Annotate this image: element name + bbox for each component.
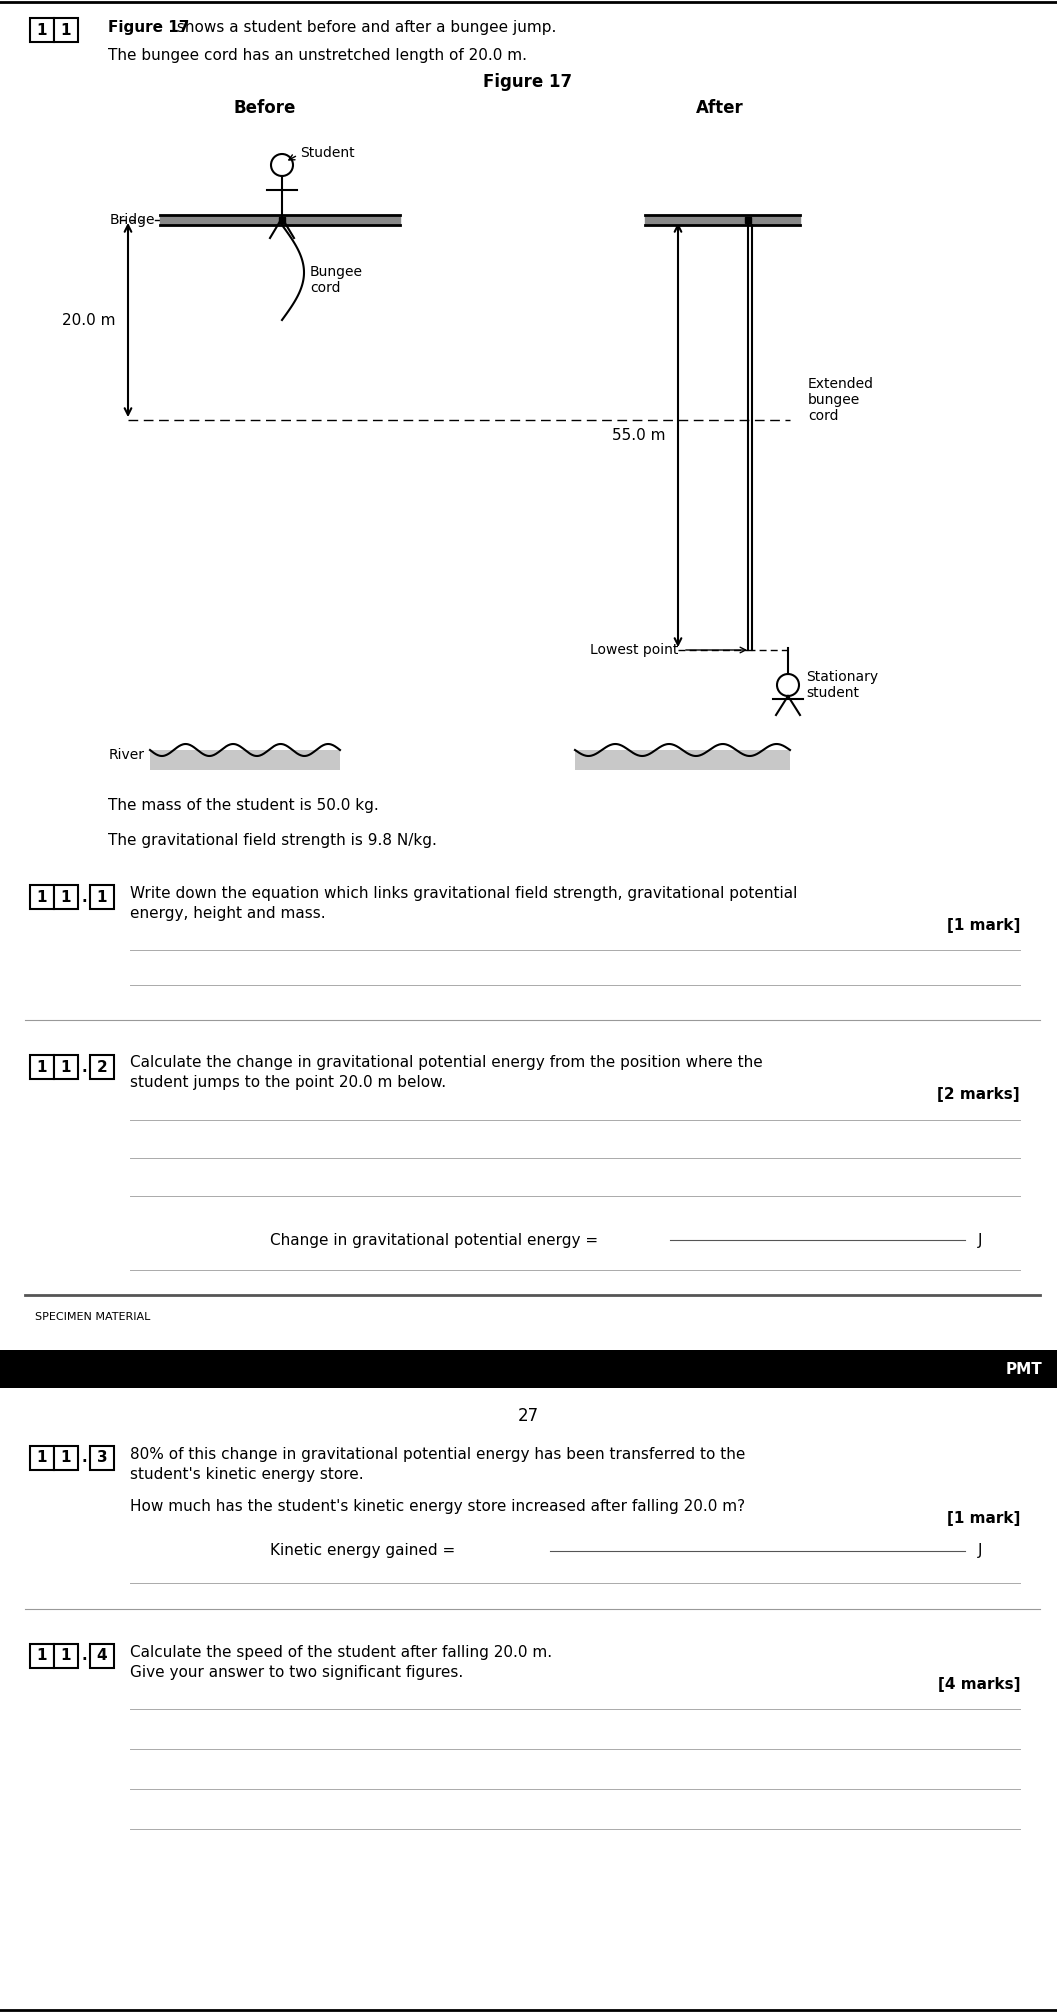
Text: .: . xyxy=(81,1060,87,1074)
Bar xyxy=(54,885,78,909)
Text: 27: 27 xyxy=(518,1406,539,1424)
Text: 1: 1 xyxy=(97,889,107,905)
Text: energy, height and mass.: energy, height and mass. xyxy=(130,905,326,921)
Text: Extended
bungee
cord: Extended bungee cord xyxy=(808,376,874,423)
Text: Write down the equation which links gravitational field strength, gravitational : Write down the equation which links grav… xyxy=(130,885,797,901)
Text: .: . xyxy=(81,889,87,905)
Bar xyxy=(54,18,78,42)
Text: 1: 1 xyxy=(37,1451,48,1465)
Text: 1: 1 xyxy=(37,1060,48,1074)
Text: [4 marks]: [4 marks] xyxy=(938,1676,1020,1692)
Bar xyxy=(575,750,790,771)
Bar xyxy=(90,1644,114,1668)
Text: The bungee cord has an unstretched length of 20.0 m.: The bungee cord has an unstretched lengt… xyxy=(108,48,527,62)
Text: 1: 1 xyxy=(60,1451,71,1465)
Text: River: River xyxy=(109,748,145,763)
Bar xyxy=(0,1388,1057,2012)
Text: Kinetic energy gained =: Kinetic energy gained = xyxy=(270,1543,456,1559)
Text: How much has the student's kinetic energy store increased after falling 20.0 m?: How much has the student's kinetic energ… xyxy=(130,1499,745,1513)
Bar xyxy=(30,1447,54,1471)
Text: student jumps to the point 20.0 m below.: student jumps to the point 20.0 m below. xyxy=(130,1076,446,1091)
Text: 1: 1 xyxy=(37,889,48,905)
Text: Figure 17: Figure 17 xyxy=(108,20,189,34)
Text: student's kinetic energy store.: student's kinetic energy store. xyxy=(130,1467,364,1481)
Bar xyxy=(150,750,340,771)
Text: 1: 1 xyxy=(37,1648,48,1664)
Text: 55.0 m: 55.0 m xyxy=(612,427,666,443)
Text: Bridge: Bridge xyxy=(110,213,155,227)
Text: .: . xyxy=(81,1451,87,1465)
Text: 20.0 m: 20.0 m xyxy=(62,312,116,328)
Text: Before: Before xyxy=(234,99,296,117)
Text: 4: 4 xyxy=(96,1648,108,1664)
Text: Bungee
cord: Bungee cord xyxy=(310,266,363,296)
Text: PMT: PMT xyxy=(1005,1362,1042,1376)
Text: 1: 1 xyxy=(60,22,71,38)
Text: Student: Student xyxy=(300,147,355,161)
Bar xyxy=(90,1054,114,1078)
Text: [1 mark]: [1 mark] xyxy=(947,1511,1020,1525)
Bar xyxy=(0,1350,1057,1388)
Text: Give your answer to two significant figures.: Give your answer to two significant figu… xyxy=(130,1664,463,1680)
Bar xyxy=(54,1054,78,1078)
Text: SPECIMEN MATERIAL: SPECIMEN MATERIAL xyxy=(35,1312,150,1322)
Text: After: After xyxy=(697,99,744,117)
Text: Lowest point: Lowest point xyxy=(590,644,678,658)
Text: Calculate the change in gravitational potential energy from the position where t: Calculate the change in gravitational po… xyxy=(130,1056,763,1070)
Text: 3: 3 xyxy=(96,1451,108,1465)
Bar xyxy=(54,1644,78,1668)
Text: J: J xyxy=(978,1233,983,1247)
Bar xyxy=(30,18,54,42)
Text: 1: 1 xyxy=(60,1060,71,1074)
Text: Calculate the speed of the student after falling 20.0 m.: Calculate the speed of the student after… xyxy=(130,1644,552,1660)
Bar xyxy=(30,1644,54,1668)
Text: 1: 1 xyxy=(60,1648,71,1664)
Text: 2: 2 xyxy=(96,1060,108,1074)
Text: .: . xyxy=(81,1648,87,1664)
Text: [1 mark]: [1 mark] xyxy=(947,917,1020,932)
Text: Change in gravitational potential energy =: Change in gravitational potential energy… xyxy=(270,1233,598,1247)
Bar xyxy=(90,885,114,909)
Text: Figure 17: Figure 17 xyxy=(483,72,573,91)
Bar xyxy=(54,1447,78,1471)
Text: Stationary
student: Stationary student xyxy=(806,670,878,700)
Text: J: J xyxy=(978,1543,983,1559)
Text: The mass of the student is 50.0 kg.: The mass of the student is 50.0 kg. xyxy=(108,797,378,813)
Text: 1: 1 xyxy=(37,22,48,38)
Bar xyxy=(30,885,54,909)
Text: [2 marks]: [2 marks] xyxy=(938,1088,1020,1103)
Text: 1: 1 xyxy=(60,889,71,905)
Text: The gravitational field strength is 9.8 N/kg.: The gravitational field strength is 9.8 … xyxy=(108,833,437,847)
Bar xyxy=(30,1054,54,1078)
Text: shows a student before and after a bungee jump.: shows a student before and after a bunge… xyxy=(172,20,556,34)
Bar xyxy=(90,1447,114,1471)
Text: 80% of this change in gravitational potential energy has been transferred to the: 80% of this change in gravitational pote… xyxy=(130,1447,745,1461)
